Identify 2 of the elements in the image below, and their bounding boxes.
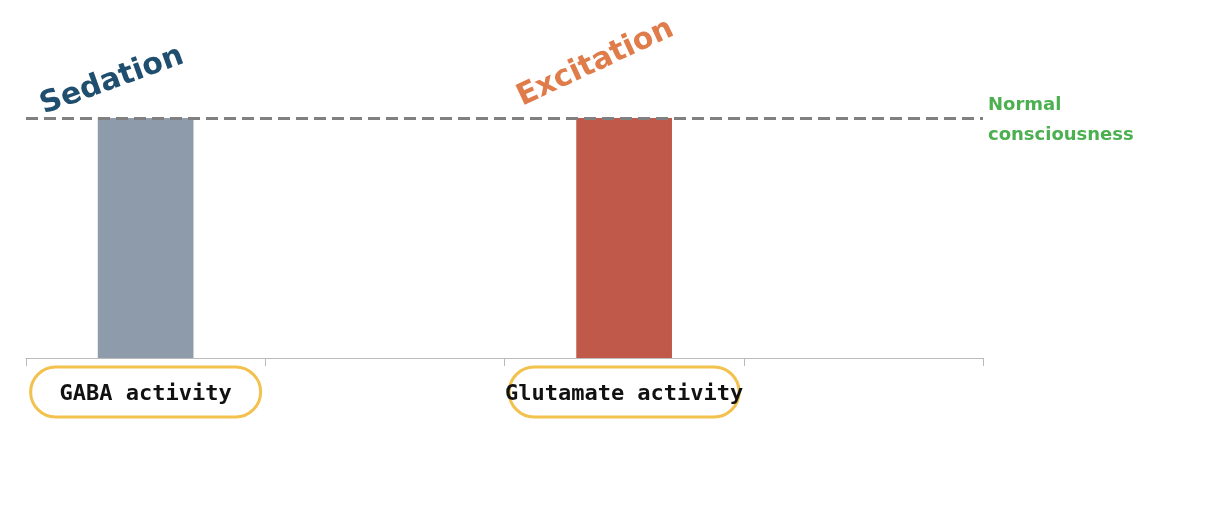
x-tick-label: GABA activity xyxy=(59,379,232,405)
ref-line-label: Normal consciousness xyxy=(988,92,1134,144)
